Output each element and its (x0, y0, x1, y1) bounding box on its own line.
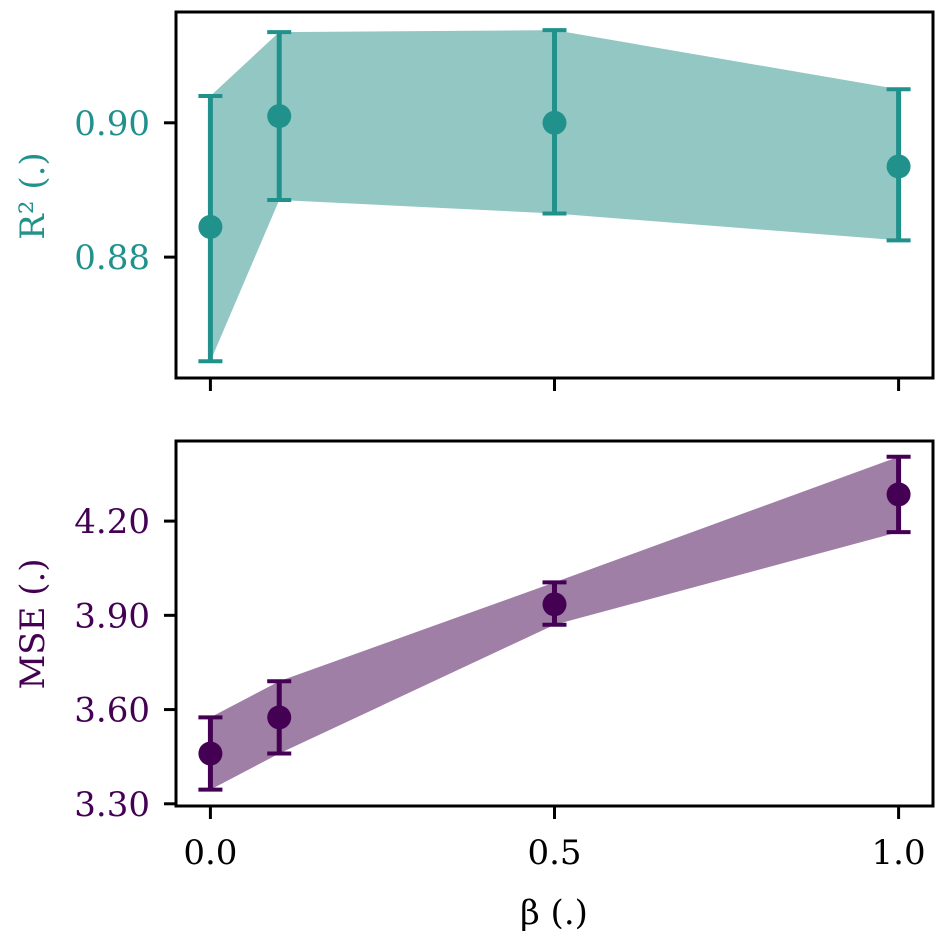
mse-x-tick-label: 0.0 (183, 833, 237, 873)
mse-x-tick-label: 0.5 (527, 833, 581, 873)
r2-panel: 0.88 0.90 (74, 10, 935, 391)
mse-panel: 3.30 3.60 3.90 4.20 0.0 0.5 1.0 (74, 439, 935, 873)
mse-data-point (542, 592, 567, 617)
r2-data-point (267, 104, 292, 129)
mse-y-tick-label: 3.90 (74, 596, 150, 636)
beta-x-axis-label: β (.) (520, 893, 588, 933)
mse-data-point (267, 705, 292, 730)
mse-data-point (198, 741, 223, 766)
mse-y-tick-label: 3.60 (74, 691, 150, 731)
mse-data-point (886, 482, 911, 507)
r2-y-tick-label: 0.90 (74, 104, 150, 144)
mse-y-tick-label: 3.30 (74, 785, 150, 825)
mse-y-axis-label: MSE (.) (13, 558, 53, 689)
r2-data-point (542, 110, 567, 135)
r2-data-point (198, 214, 223, 239)
mse-y-tick-label: 4.20 (74, 502, 150, 542)
r2-y-axis-label: R² (.) (13, 152, 53, 239)
r2-data-point (886, 154, 911, 179)
mse-x-tick-label: 1.0 (872, 833, 926, 873)
r2-y-tick-label: 0.88 (74, 238, 150, 278)
